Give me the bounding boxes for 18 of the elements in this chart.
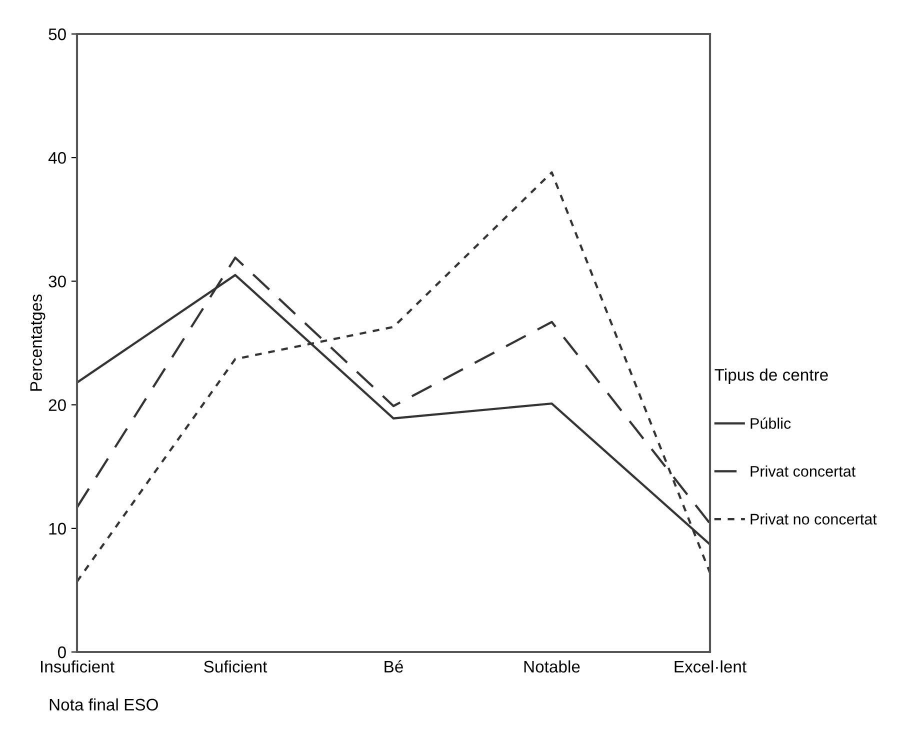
x-tick-label: Insuficient [41, 660, 114, 673]
legend-label: Privat no concertat [750, 513, 877, 525]
y-tick-label: 20 [48, 399, 66, 412]
x-tick-label: Bé [384, 660, 403, 673]
legend-title: Tipus de centre [714, 368, 828, 384]
legend-label: Públic [750, 417, 791, 429]
x-tick-label: Suficient [204, 660, 268, 673]
y-axis-title: Percentatges [30, 294, 46, 391]
y-tick-label: 40 [48, 152, 66, 164]
legend-label: Privat concertat [750, 466, 856, 477]
x-axis-title: Nota final ESO [50, 698, 158, 711]
y-tick-label: 0 [58, 646, 66, 658]
y-tick-label: 50 [48, 28, 66, 40]
y-tick-label: 10 [49, 522, 66, 535]
line-series [76, 171, 712, 583]
x-tick-label: Notable [524, 660, 580, 673]
y-tick-label: 30 [48, 276, 66, 288]
x-tick-label: Excel·lent [674, 660, 746, 673]
